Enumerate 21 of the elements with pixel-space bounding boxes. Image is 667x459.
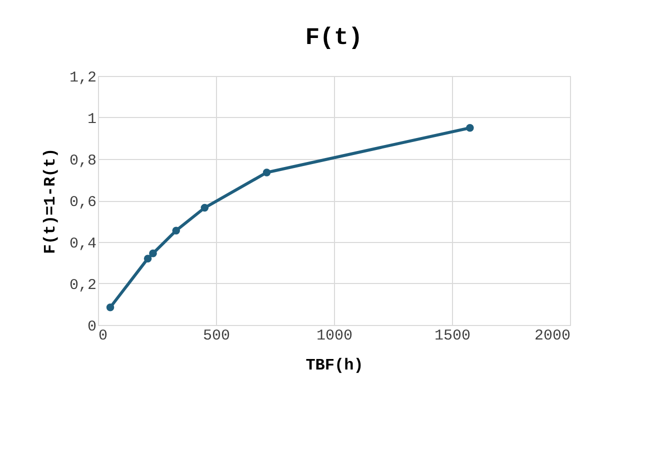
x-tick-label: 500 [202,328,230,344]
x-tick-label: 1500 [434,328,471,344]
x-tick-label: 1000 [316,328,353,344]
x-tick-label: 0 [98,328,108,344]
y-tick-label: 1,2 [69,70,96,86]
y-tick-label: 0,8 [69,152,96,170]
point [262,168,271,176]
y-tick-label: 0,2 [69,277,96,294]
point [106,303,114,312]
point [144,254,152,262]
point [466,124,474,132]
y-tick-label: 0,4 [69,236,96,252]
y-tick-label: 1 [87,111,96,128]
point [200,204,209,212]
y-axis-title: F(t)=1-R(t) [41,148,60,254]
point [172,226,180,234]
chart-title: F(t) [305,25,363,52]
y-tick-label: 0,6 [69,194,96,211]
x-axis-title: TBF(h) [306,356,364,374]
x-tick-label: 2000 [534,328,570,344]
point [149,250,157,258]
